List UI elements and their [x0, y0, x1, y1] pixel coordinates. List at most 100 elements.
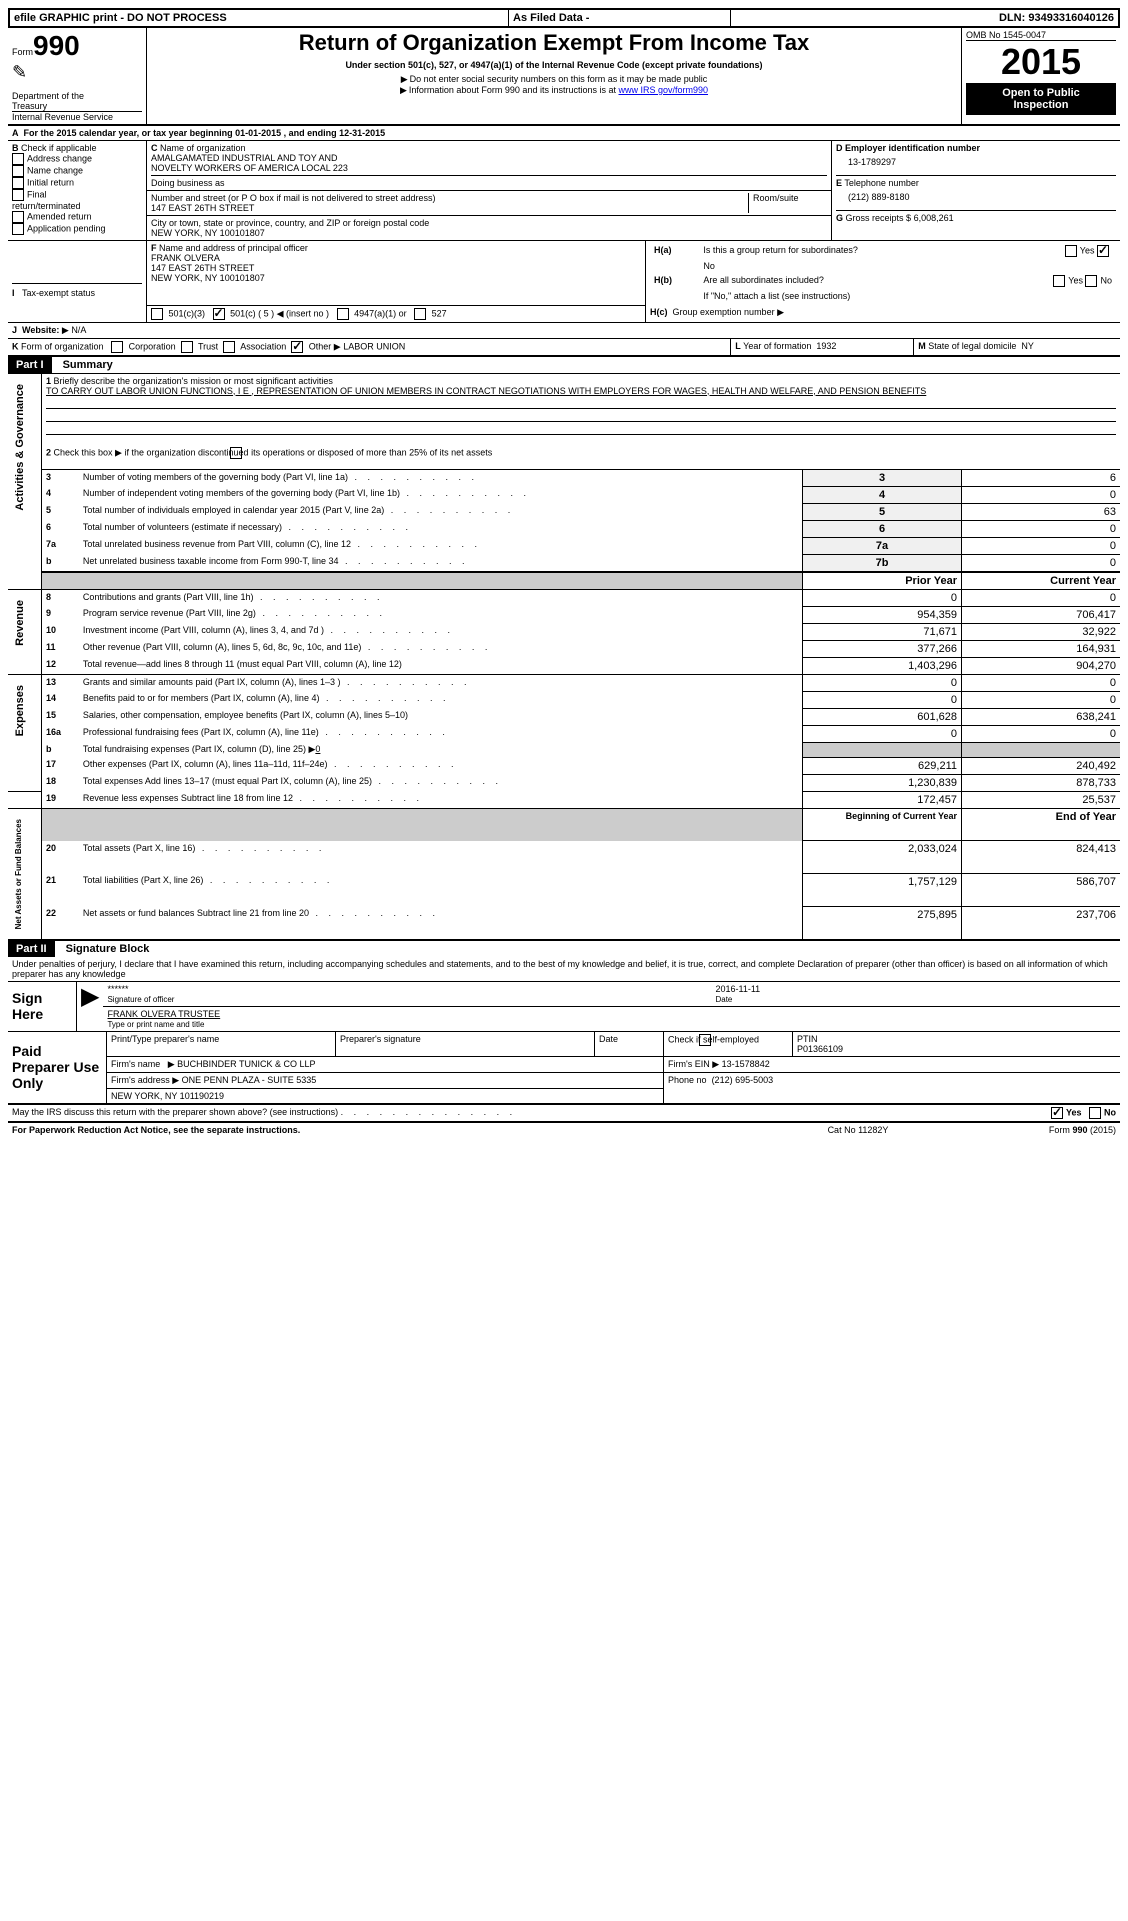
- open-inspection: Open to Public Inspection: [966, 83, 1116, 115]
- line21: Total liabilities (Part X, line 26): [79, 873, 803, 906]
- end-year-hdr: End of Year: [962, 808, 1121, 841]
- cb-hb-yes[interactable]: [1053, 275, 1065, 287]
- cb-self-employed[interactable]: [699, 1034, 711, 1046]
- vert-expenses: Expenses: [12, 677, 28, 744]
- line4: Number of independent voting members of …: [79, 486, 803, 503]
- line15: Salaries, other compensation, employee b…: [79, 708, 803, 725]
- sign-here-block: Sign Here ▶ ****** Signature of officer …: [8, 982, 1120, 1032]
- section-k: K Form of organization Corporation Trust…: [8, 339, 731, 356]
- sig-date: 2016-11-11 Date: [711, 982, 1120, 1007]
- section-hc: H(c) Group exemption number ▶: [646, 305, 1121, 322]
- line16a: Professional fundraising fees (Part IX, …: [79, 725, 803, 742]
- section-c-city: City or town, state or province, country…: [147, 216, 832, 241]
- omb: OMB No 1545-0047: [966, 30, 1116, 41]
- line13: Grants and similar amounts paid (Part IX…: [79, 674, 803, 691]
- line20: Total assets (Part X, line 16): [79, 841, 803, 874]
- line7a: Total unrelated business revenue from Pa…: [79, 537, 803, 554]
- irs-label: Internal Revenue Service: [12, 111, 142, 122]
- val7a: 0: [962, 537, 1121, 554]
- line11: Other revenue (Part VIII, column (A), li…: [79, 640, 803, 657]
- cb-discuss-no[interactable]: [1089, 1107, 1101, 1119]
- form-footer: Form 990 (2015): [962, 1123, 1120, 1137]
- check-self-employed: Check if self-employed: [664, 1032, 793, 1057]
- irs-link[interactable]: www IRS gov/form990: [619, 85, 709, 95]
- cb-501c[interactable]: [213, 308, 225, 320]
- cb-name-change[interactable]: [12, 165, 24, 177]
- section-a: A For the 2015 calendar year, or tax yea…: [8, 126, 1120, 141]
- val5: 63: [962, 503, 1121, 520]
- section-h: H(a) Is this a group return for subordin…: [646, 241, 1121, 306]
- section-m: M State of legal domicile NY: [914, 339, 1120, 356]
- line12: Total revenue—add lines 8 through 11 (mu…: [79, 657, 803, 674]
- officer-sig: ****** Signature of officer: [103, 982, 711, 1007]
- val3: 6: [962, 469, 1121, 486]
- cb-discontinued[interactable]: [230, 447, 242, 459]
- sign-here-label: Sign Here: [8, 982, 77, 1032]
- perjury-statement: Under penalties of perjury, I declare th…: [8, 957, 1120, 982]
- cat-no: Cat No 11282Y: [754, 1123, 962, 1137]
- section-c-street: Number and street (or P O box if mail is…: [147, 191, 832, 216]
- line3: Number of voting members of the governin…: [79, 469, 803, 486]
- beg-year-hdr: Beginning of Current Year: [803, 808, 962, 841]
- cb-4947[interactable]: [337, 308, 349, 320]
- firm-phone: Phone no (212) 695-5003: [664, 1072, 1121, 1104]
- line1: 1 Briefly describe the organization's mi…: [42, 374, 1121, 437]
- ein: 13-1789297: [836, 153, 1116, 175]
- val4: 0: [962, 486, 1121, 503]
- prep-date-label: Date: [595, 1032, 664, 1057]
- line16b: Total fundraising expenses (Part IX, col…: [79, 742, 803, 757]
- form-title: Return of Organization Exempt From Incom…: [151, 30, 957, 56]
- subtitle3: Information about Form 990 and its instr…: [151, 85, 957, 96]
- section-l: L Year of formation 1932: [731, 339, 914, 356]
- vert-governance: Activities & Governance: [12, 376, 28, 519]
- section-b: B Check if applicable Address change Nam…: [8, 141, 147, 240]
- footer: For Paperwork Reduction Act Notice, see …: [8, 1123, 1120, 1137]
- cb-amended[interactable]: [12, 211, 24, 223]
- subtitle2: Do not enter social security numbers on …: [151, 74, 957, 85]
- line22: Net assets or fund balances Subtract lin…: [79, 906, 803, 940]
- cb-corp[interactable]: [111, 341, 123, 353]
- subtitle1: Under section 501(c), 527, or 4947(a)(1)…: [191, 60, 917, 70]
- cb-ha-yes[interactable]: [1065, 245, 1077, 257]
- vert-netassets: Net Assets or Fund Balances: [12, 811, 25, 937]
- line7b: Net unrelated business taxable income fr…: [79, 554, 803, 572]
- cb-trust[interactable]: [181, 341, 193, 353]
- gross-receipts: 6,008,261: [914, 213, 954, 223]
- cb-discuss-yes[interactable]: [1051, 1107, 1063, 1119]
- cb-initial-return[interactable]: [12, 177, 24, 189]
- cb-final[interactable]: [12, 189, 24, 201]
- val7b: 0: [962, 554, 1121, 572]
- section-deg: D Employer identification number 13-1789…: [832, 141, 1121, 240]
- cb-address-change[interactable]: [12, 153, 24, 165]
- current-year-hdr: Current Year: [962, 572, 1121, 590]
- vert-revenue: Revenue: [12, 592, 28, 654]
- prep-name-label: Print/Type preparer's name: [107, 1032, 336, 1057]
- line14: Benefits paid to or for members (Part IX…: [79, 691, 803, 708]
- part1-header: Part I Summary: [8, 357, 1120, 374]
- section-f: F Name and address of principal officer …: [147, 241, 646, 306]
- officer-name: FRANK OLVERA TRUSTEE Type or print name …: [103, 1006, 1120, 1031]
- part1-body: Activities & Governance 1 Briefly descri…: [8, 374, 1120, 941]
- cb-hb-no[interactable]: [1085, 275, 1097, 287]
- as-filed: As Filed Data -: [509, 9, 731, 27]
- cb-527[interactable]: [414, 308, 426, 320]
- part2-header: Part II Signature Block: [8, 941, 1120, 957]
- cb-assoc[interactable]: [223, 341, 235, 353]
- line2: 2 Check this box ▶ if the organization d…: [42, 437, 1121, 470]
- line19: Revenue less expenses Subtract line 18 f…: [79, 791, 803, 808]
- line18: Total expenses Add lines 13–17 (must equ…: [79, 774, 803, 791]
- prep-sig-label: Preparer's signature: [336, 1032, 595, 1057]
- form-label: Form990: [12, 30, 142, 62]
- cb-other[interactable]: [291, 341, 303, 353]
- line9: Program service revenue (Part VIII, line…: [79, 606, 803, 623]
- form-header: Form990 ✎ Department of the Treasury Int…: [8, 28, 1120, 126]
- section-klm: K Form of organization Corporation Trust…: [8, 339, 1120, 357]
- phone: (212) 889-8180: [836, 188, 1116, 210]
- entity-info: B Check if applicable Address change Nam…: [8, 141, 1120, 240]
- cb-501c3[interactable]: [151, 308, 163, 320]
- paid-preparer-label: Paid Preparer Use Only: [8, 1032, 107, 1104]
- cb-ha-no[interactable]: [1097, 245, 1109, 257]
- dln: DLN: 93493316040126: [731, 9, 1120, 27]
- paperwork-notice: For Paperwork Reduction Act Notice, see …: [8, 1123, 754, 1137]
- cb-app-pending[interactable]: [12, 223, 24, 235]
